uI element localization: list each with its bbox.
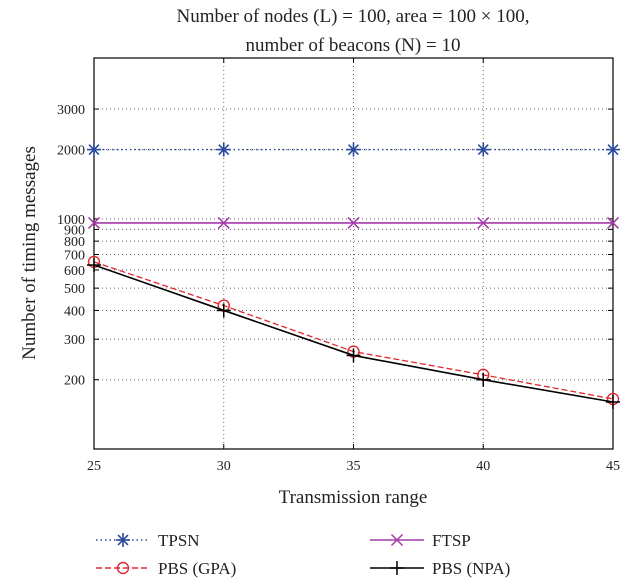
y-tick-label: 2000: [57, 144, 85, 159]
x-stroke: [477, 216, 490, 229]
x-stroke: [87, 216, 101, 229]
legend-label-tpsn: TPSN: [158, 531, 200, 550]
asterisk-stroke: [347, 144, 360, 156]
y-tick-label: 500: [64, 282, 85, 297]
legend: TPSN FTSP PBS (GPA) PBS (NPA): [96, 531, 510, 578]
legend-marker-ftsp: [390, 533, 404, 547]
legend-item-ftsp: FTSP: [370, 531, 471, 550]
x-tick-label: 25: [87, 459, 101, 474]
legend-item-pbs-gpa: PBS (GPA): [96, 559, 236, 578]
data-point-ftsp: [87, 216, 101, 229]
legend-item-tpsn: TPSN: [96, 531, 200, 550]
chart-title-line-1: Number of nodes (L) = 100, area = 100 × …: [177, 6, 530, 27]
x-tick-label: 45: [606, 459, 620, 474]
data-point-ftsp: [217, 216, 230, 229]
legend-label-pbs-npa: PBS (NPA): [432, 559, 510, 578]
series-tpsn: [87, 142, 620, 157]
y-tick-label: 900: [64, 223, 85, 238]
x-tick-label: 40: [476, 459, 490, 474]
asterisk-stroke: [117, 534, 129, 546]
x-stroke: [217, 216, 230, 229]
data-point-pbs-npa: [87, 258, 101, 273]
chart-title-line-2: number of beacons (N) = 10: [246, 35, 461, 56]
y-tick-label: 800: [64, 235, 85, 250]
x-stroke: [390, 533, 404, 547]
data-point-ftsp: [347, 216, 360, 229]
asterisk-stroke: [88, 144, 100, 156]
data-point-pbs-npa: [606, 395, 620, 410]
asterisk-stroke: [477, 144, 489, 156]
y-tick-label: 400: [64, 304, 85, 319]
data-point-tpsn: [606, 142, 620, 157]
y-tick-label: 600: [64, 264, 85, 279]
legend-marker-pbs-gpa: [116, 561, 130, 575]
asterisk-stroke: [607, 144, 619, 156]
legend-marker-pbs-npa: [390, 561, 404, 575]
y-tick-label: 200: [64, 374, 85, 389]
x-tick-label: 30: [217, 459, 231, 474]
x-tick-label: 35: [347, 459, 361, 474]
legend-item-pbs-npa: PBS (NPA): [370, 559, 510, 578]
series-line-pbs-npa: [93, 264, 614, 403]
y-tick-label: 3000: [57, 103, 85, 118]
legend-label-ftsp: FTSP: [432, 531, 471, 550]
y-axis-label: Number of timing messages: [19, 146, 40, 360]
legend-marker-tpsn: [116, 533, 130, 547]
data-point-pbs-npa: [346, 348, 361, 363]
data-point-tpsn: [346, 142, 361, 157]
series-ftsp: [87, 216, 620, 229]
grid: [93, 58, 614, 449]
legend-label-pbs-gpa: PBS (GPA): [158, 559, 236, 578]
data-point-pbs-npa: [476, 372, 491, 387]
y-tick-label: 1000: [57, 213, 85, 228]
series-layer: [87, 142, 620, 410]
x-axis-label: Transmission range: [279, 487, 428, 508]
series-pbs-npa: [87, 258, 620, 410]
x-stroke: [347, 216, 360, 229]
data-point-tpsn: [216, 142, 231, 157]
x-stroke: [606, 216, 620, 229]
data-point-ftsp: [477, 216, 490, 229]
data-point-ftsp: [606, 216, 620, 229]
y-tick-label: 700: [64, 249, 85, 264]
y-tick-label: 300: [64, 333, 85, 348]
data-point-tpsn: [476, 142, 491, 157]
data-point-pbs-npa: [216, 303, 231, 318]
data-point-tpsn: [87, 142, 101, 157]
asterisk-stroke: [218, 144, 230, 156]
